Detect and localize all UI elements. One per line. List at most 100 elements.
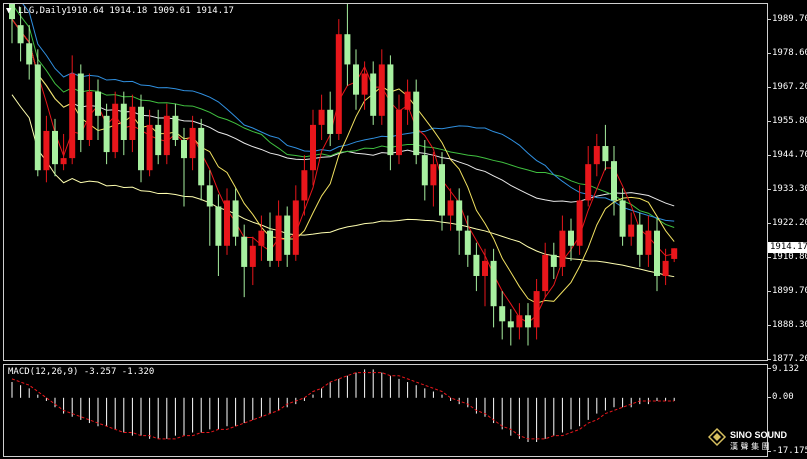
price-tick-mark	[768, 121, 771, 123]
candle-body	[619, 200, 626, 237]
candle-body	[507, 321, 514, 328]
candle-body	[275, 215, 282, 261]
candle-body	[181, 139, 187, 159]
price-tick-label: 1899.70	[772, 286, 807, 296]
candle-body	[602, 146, 609, 162]
price-tick-label: 1922.20	[772, 218, 807, 228]
price-tick-mark	[768, 291, 771, 292]
ma-line-120	[22, 4, 675, 222]
candle-body	[361, 73, 368, 95]
candle-body	[542, 254, 549, 292]
candle-body	[112, 103, 119, 153]
macd-chart[interactable]	[4, 365, 767, 456]
symbol-label: LLG,Daily	[18, 6, 67, 16]
price-tick-mark	[768, 359, 771, 360]
candle-body	[241, 236, 248, 267]
candle-body	[77, 73, 84, 140]
candle-body	[189, 127, 196, 159]
candle-body	[335, 34, 342, 134]
macd-label: MACD(12,26,9) -3.257 -1.320	[8, 367, 155, 377]
price-tick-label: 1910.80	[772, 252, 807, 263]
candle-body	[370, 73, 377, 116]
candle-body	[576, 200, 583, 246]
candle-body	[533, 291, 540, 328]
candle-body	[550, 254, 557, 267]
macd-tick-label: 0.00	[772, 391, 794, 402]
candle-body	[671, 248, 678, 259]
candle-body	[95, 91, 101, 116]
candle-body	[327, 109, 334, 134]
candle-body	[499, 306, 506, 322]
price-tick-label: 1967.20	[772, 82, 807, 92]
candle-body	[516, 315, 523, 328]
ma-line-5	[11, 18, 675, 324]
candle-body	[26, 43, 33, 65]
price-chart[interactable]	[4, 4, 767, 360]
macd-tick-mark	[768, 396, 771, 398]
candle-body	[413, 91, 420, 156]
candle-body	[129, 106, 136, 140]
macd-axis: 9.132 0.00 -17.175	[768, 364, 807, 457]
macd-tick-mark	[768, 368, 771, 369]
candle-body	[464, 230, 471, 255]
candle-body	[645, 230, 652, 255]
candle-body	[17, 25, 24, 44]
candle-body	[60, 158, 67, 165]
candle-body	[267, 230, 273, 261]
candle-body	[198, 127, 205, 186]
candle-body	[146, 124, 153, 171]
candle-body	[103, 115, 110, 153]
ma-line-60	[11, 4, 675, 228]
price-chart-panel[interactable]: ▼ LLG,Daily 1910.64 1914.18 1909.61 1914…	[3, 3, 768, 361]
candle-body	[456, 200, 463, 231]
candle-body	[636, 224, 643, 255]
price-tick-mark	[768, 325, 771, 327]
candle-body	[593, 146, 600, 165]
price-tick-label: 1989.70	[772, 14, 807, 25]
candle-body	[585, 164, 592, 201]
candle-body	[628, 224, 635, 237]
price-tick-mark	[768, 19, 771, 21]
macd-tick-label: 9.132	[772, 364, 800, 374]
macd-tick-mark	[768, 451, 771, 452]
candle-body	[43, 130, 50, 171]
candle-body	[404, 91, 411, 110]
price-tick-label: 1978.60	[772, 47, 807, 58]
candle-body	[654, 230, 660, 276]
price-axis[interactable]: 1989.70 1978.60 1967.20 1955.80 1944.70 1933.…	[768, 3, 807, 364]
ma-line-slow	[11, 94, 675, 278]
candle-body	[69, 73, 76, 159]
candle-body	[318, 109, 325, 125]
candle-body	[447, 200, 454, 216]
chart-menu-icon[interactable]: ▼	[6, 6, 12, 16]
candle-body	[421, 155, 428, 186]
candle-body	[611, 161, 617, 201]
candle-body	[155, 124, 162, 156]
candle-body	[172, 115, 179, 140]
candle-body	[568, 230, 574, 246]
candle-body	[224, 200, 230, 246]
candle-body	[482, 260, 488, 276]
candle-body	[559, 230, 566, 267]
candle-body	[396, 109, 402, 156]
price-tick-mark	[768, 52, 771, 54]
candle-body	[249, 245, 256, 267]
ma-line-10	[11, 18, 675, 304]
price-tick-mark	[768, 87, 771, 88]
candle-body	[86, 91, 93, 140]
candle-body	[439, 164, 445, 216]
logo-text-en: SINO SOUND	[730, 430, 788, 440]
macd-signal-line	[11, 372, 675, 440]
candle-body	[430, 164, 437, 186]
candle-body	[490, 260, 497, 307]
price-tick-mark	[768, 155, 771, 156]
candle-body	[258, 230, 265, 246]
price-tick-mark	[768, 257, 771, 259]
candle-body	[163, 115, 170, 156]
macd-panel[interactable]: MACD(12,26,9) -3.257 -1.320	[3, 364, 768, 457]
logo-text-cn: 漢 聲 集 團	[730, 441, 770, 451]
candle-body	[525, 315, 531, 328]
candle-body	[473, 254, 480, 276]
candle-body	[353, 64, 359, 95]
price-tick-mark	[768, 223, 771, 224]
